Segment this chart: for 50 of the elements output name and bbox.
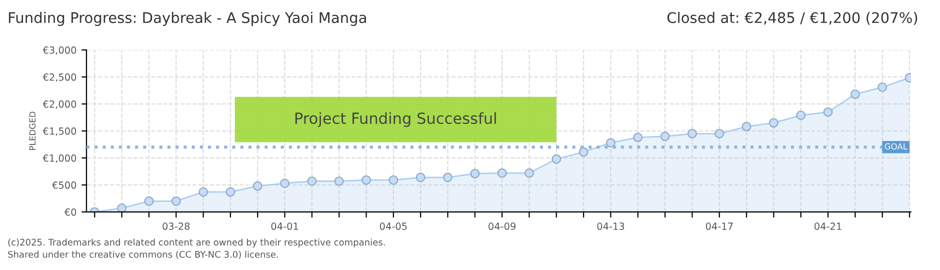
point [198,187,208,197]
text: Shared under the creative commons (CC BY-NC 3.0) license. [8,250,278,259]
x-tick-label: 04-01 [271,222,298,230]
text: (c)2025. Trademarks and related content are owned by their respective companies. [8,238,385,248]
point [416,172,426,182]
annotation: Project Funding Successful [295,112,496,128]
point [443,172,452,182]
point [578,147,588,157]
y-axis-title: PLEDGED [29,112,36,150]
point [524,168,534,178]
point [334,176,344,186]
point [362,175,371,185]
y-tick-label: €1,500 [42,127,76,136]
point [633,132,643,142]
point [606,138,616,148]
point [742,122,752,132]
point [252,181,262,191]
point [280,178,290,188]
y-tick-label: €500 [52,181,76,189]
point [714,128,724,138]
point [552,154,562,164]
chart-title: Funding Progress: Daybreak - A Spicy Yaoi Manga [8,12,366,26]
point [878,82,888,92]
point [470,168,480,178]
x-tick-label: 04-05 [380,222,407,230]
y-tick-label: €3,000 [42,46,76,55]
point [796,110,806,120]
y-tick-label: €2,000 [42,100,76,109]
ref-line-label: GOAL [884,143,908,150]
point [171,196,181,206]
point [687,128,697,138]
point [307,176,317,186]
point [768,118,778,128]
y-tick-label: €2,500 [42,73,76,82]
x-tick-label: 04-09 [488,222,516,230]
point [660,132,670,142]
x-tick-label: 03-28 [162,222,190,230]
point [850,90,860,99]
x-tick-label: 04-13 [597,222,624,230]
chart-subtitle: Closed at: €2,485 / €1,200 (207%) [667,12,918,25]
point [144,196,154,206]
x-tick-label: 04-17 [706,222,733,230]
point [388,175,398,185]
y-tick-label: €1,000 [42,154,76,163]
point [497,168,507,178]
point [226,187,236,197]
point [823,107,833,117]
y-tick-label: €0 [64,208,76,216]
point [117,203,127,212]
x-tick-label: 04-21 [814,222,842,230]
